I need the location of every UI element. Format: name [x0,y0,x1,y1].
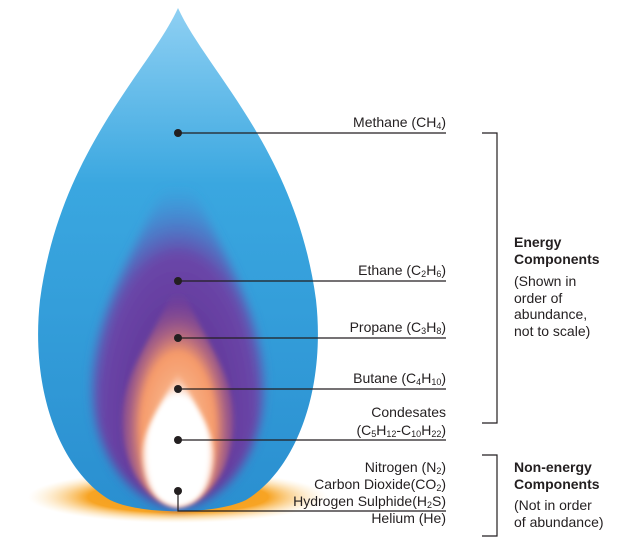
energy-note-1: (Shown in [514,273,577,289]
energy-note-3: abundance, [514,306,588,322]
energy-note-2: order of [514,289,563,306]
condesates-line1: Condesates [371,404,446,420]
label-ethane: Ethane (C2H6) [358,262,446,279]
energy-heading-2: Components [514,250,600,267]
energy-bracket [482,132,498,424]
label-hydrogen-sulphide: Hydrogen Sulphide(H2S) [293,493,446,510]
propane-dot [174,334,182,342]
label-nonenergy-list: Nitrogen (N2) Carbon Dioxide(CO2) Hydrog… [293,459,446,527]
ethane-dot [174,277,182,285]
energy-group-text: Energy Components (Shown in order of abu… [514,234,600,339]
label-condesates: Condesates (C5H12-C10H22) [356,403,446,439]
nonenergy-dot [174,487,182,495]
methane-dot [174,129,182,137]
nonenergy-note-1: (Not in order [514,497,592,513]
label-methane: Methane (CH4) [353,114,446,131]
label-helium: Helium (He) [371,510,446,526]
nonenergy-note-2: of abundance) [514,513,604,530]
label-butane: Butane (C4H10) [353,370,446,387]
butane-dot [174,385,182,393]
energy-note-4: not to scale) [514,322,591,339]
nonenergy-group-text: Non-energy Components (Not in order of a… [514,459,604,530]
nonenergy-heading-1: Non-energy [514,459,592,475]
label-propane: Propane (C3H8) [349,319,446,336]
nonenergy-bracket [482,454,498,537]
nonenergy-leader [177,491,446,512]
label-carbon-dioxide: Carbon Dioxide(CO2) [314,476,446,493]
energy-heading-1: Energy [514,234,562,250]
nonenergy-heading-2: Components [514,475,600,492]
condesates-dot [174,436,182,444]
label-nitrogen: Nitrogen (N2) [364,459,446,476]
condesates-line2: (C5H12-C10H22) [356,422,446,439]
